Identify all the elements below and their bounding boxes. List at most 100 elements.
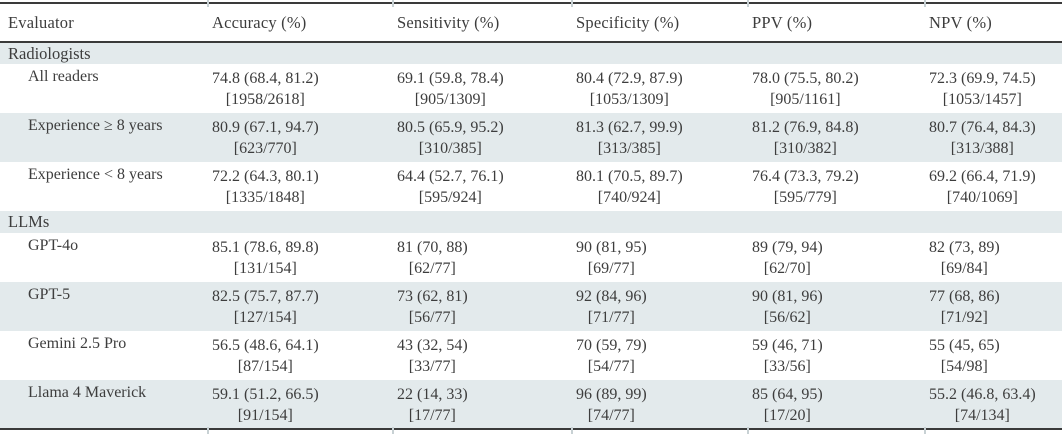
metric-value: 73 (62, 81): [397, 288, 468, 305]
section-row-llms: LLMs: [0, 211, 1062, 233]
column-header-ppv: PPV (%): [748, 3, 925, 43]
metric-fraction: [54/98]: [940, 358, 988, 375]
metric-fraction: [71/92]: [940, 309, 988, 326]
metric-value: 74.8 (68.4, 81.2): [212, 70, 319, 87]
metric-cell: 59.1 (51.2, 66.5) [91/154]: [208, 380, 393, 429]
metric-fraction: [74/134]: [954, 407, 1010, 424]
row-label: Experience ≥ 8 years: [28, 117, 163, 134]
metric-fraction: [69/77]: [587, 260, 635, 277]
metric-value: 82.5 (75.7, 87.7): [212, 288, 319, 305]
metric-value: 77 (68, 86): [929, 288, 1000, 305]
metric-value: 64.4 (52.7, 76.1): [397, 168, 504, 185]
metric-fraction: [91/154]: [237, 407, 293, 424]
metric-value: 80.5 (65.9, 95.2): [397, 119, 504, 136]
metric-fraction: [69/84]: [940, 260, 988, 277]
metric-cell: 72.2 (64.3, 80.1) [1335/1848]: [208, 162, 393, 211]
metric-value: 72.2 (64.3, 80.1): [212, 168, 319, 185]
metric-cell: 80.4 (72.9, 87.9) [1053/1309]: [572, 64, 748, 113]
metric-cell: 81.3 (62.7, 99.9) [313/385]: [572, 113, 748, 162]
metric-fraction: [740/1069]: [946, 189, 1018, 206]
metric-cell: 22 (14, 33) [17/77]: [393, 380, 572, 429]
metric-value: 80.7 (76.4, 84.3): [929, 119, 1036, 136]
table-row: Experience < 8 years 72.2 (64.3, 80.1) [1…: [0, 162, 1062, 211]
metric-value: 92 (84, 96): [576, 288, 647, 305]
row-label: Llama 4 Maverick: [28, 384, 147, 401]
metric-value: 82 (73, 89): [929, 239, 1000, 256]
metric-fraction: [56/77]: [408, 309, 456, 326]
metric-value: 90 (81, 95): [576, 239, 647, 256]
metric-fraction: [56/62]: [763, 309, 811, 326]
metric-value: 81.3 (62.7, 99.9): [576, 119, 683, 136]
metric-value: 85.1 (78.6, 89.8): [212, 239, 319, 256]
column-header-evaluator: Evaluator: [0, 3, 208, 43]
metric-cell: 85.1 (78.6, 89.8) [131/154]: [208, 233, 393, 282]
metric-cell: 69.2 (66.4, 71.9) [740/1069]: [925, 162, 1062, 211]
metric-cell: 80.7 (76.4, 84.3) [313/388]: [925, 113, 1062, 162]
metric-cell: 80.9 (67.1, 94.7) [623/770]: [208, 113, 393, 162]
column-divider-tick: [571, 0, 573, 7]
metric-value: 90 (81, 96): [752, 288, 823, 305]
metric-cell: 90 (81, 96) [56/62]: [748, 282, 925, 331]
metric-fraction: [595/924]: [418, 189, 482, 206]
metric-value: 81.2 (76.9, 84.8): [752, 119, 859, 136]
metric-value: 43 (32, 54): [397, 337, 468, 354]
metric-cell: 64.4 (52.7, 76.1) [595/924]: [393, 162, 572, 211]
metric-cell: 82 (73, 89) [69/84]: [925, 233, 1062, 282]
metric-cell: 76.4 (73.3, 79.2) [595/779]: [748, 162, 925, 211]
metric-fraction: [905/1309]: [414, 91, 486, 108]
header-row: Evaluator Accuracy (%) Sensitivity (%) S…: [0, 3, 1062, 43]
metric-fraction: [310/382]: [773, 140, 837, 157]
metric-cell: 55 (45, 65) [54/98]: [925, 331, 1062, 380]
row-label: Gemini 2.5 Pro: [28, 335, 127, 352]
metric-cell: 43 (32, 54) [33/77]: [393, 331, 572, 380]
metric-fraction: [17/77]: [408, 407, 456, 424]
metric-cell: 72.3 (69.9, 74.5) [1053/1457]: [925, 64, 1062, 113]
metric-fraction: [17/20]: [763, 407, 811, 424]
metric-fraction: [54/77]: [587, 358, 635, 375]
column-header-specificity: Specificity (%): [572, 3, 748, 43]
metric-fraction: [313/388]: [950, 140, 1014, 157]
metric-value: 69.1 (59.8, 78.4): [397, 70, 504, 87]
metric-value: 55.2 (46.8, 63.4): [929, 386, 1036, 403]
metric-fraction: [127/154]: [233, 309, 297, 326]
column-divider-tick: [747, 427, 749, 434]
metric-cell: 77 (68, 86) [71/92]: [925, 282, 1062, 331]
column-divider-tick: [924, 427, 926, 434]
metric-cell: 56.5 (48.6, 64.1) [87/154]: [208, 331, 393, 380]
metric-fraction: [33/77]: [408, 358, 456, 375]
metric-fraction: [131/154]: [233, 260, 297, 277]
metric-fraction: [62/70]: [763, 260, 811, 277]
metric-value: 85 (64, 95): [752, 386, 823, 403]
row-label: GPT-5: [28, 286, 71, 303]
table-row: GPT-5 82.5 (75.7, 87.7) [127/154] 73 (62,…: [0, 282, 1062, 331]
metric-fraction: [87/154]: [237, 358, 293, 375]
metric-fraction: [595/779]: [773, 189, 837, 206]
metric-cell: 89 (79, 94) [62/70]: [748, 233, 925, 282]
table-row: Experience ≥ 8 years 80.9 (67.1, 94.7) [6…: [0, 113, 1062, 162]
metric-cell: 74.8 (68.4, 81.2) [1958/2618]: [208, 64, 393, 113]
section-label: LLMs: [8, 212, 50, 231]
metric-value: 56.5 (48.6, 64.1): [212, 337, 319, 354]
column-divider-tick: [392, 427, 394, 434]
metric-cell: 80.5 (65.9, 95.2) [310/385]: [393, 113, 572, 162]
metric-cell: 70 (59, 79) [54/77]: [572, 331, 748, 380]
metric-value: 22 (14, 33): [397, 386, 468, 403]
column-divider-tick: [392, 0, 394, 7]
metric-cell: 81.2 (76.9, 84.8) [310/382]: [748, 113, 925, 162]
metric-fraction: [74/77]: [587, 407, 635, 424]
metric-value: 70 (59, 79): [576, 337, 647, 354]
metric-value: 80.1 (70.5, 89.7): [576, 168, 683, 185]
metric-value: 69.2 (66.4, 71.9): [929, 168, 1036, 185]
section-label: Radiologists: [8, 43, 91, 63]
metric-value: 59.1 (51.2, 66.5): [212, 386, 319, 403]
metric-fraction: [62/77]: [408, 260, 456, 277]
metric-value: 72.3 (69.9, 74.5): [929, 70, 1036, 87]
metric-value: 80.4 (72.9, 87.9): [576, 70, 683, 87]
row-label: Experience < 8 years: [28, 166, 163, 183]
column-divider-tick: [207, 0, 209, 7]
table-row: Gemini 2.5 Pro 56.5 (48.6, 64.1) [87/154]…: [0, 331, 1062, 380]
metric-fraction: [623/770]: [233, 140, 297, 157]
metric-fraction: [313/385]: [597, 140, 661, 157]
column-divider-tick: [207, 427, 209, 434]
